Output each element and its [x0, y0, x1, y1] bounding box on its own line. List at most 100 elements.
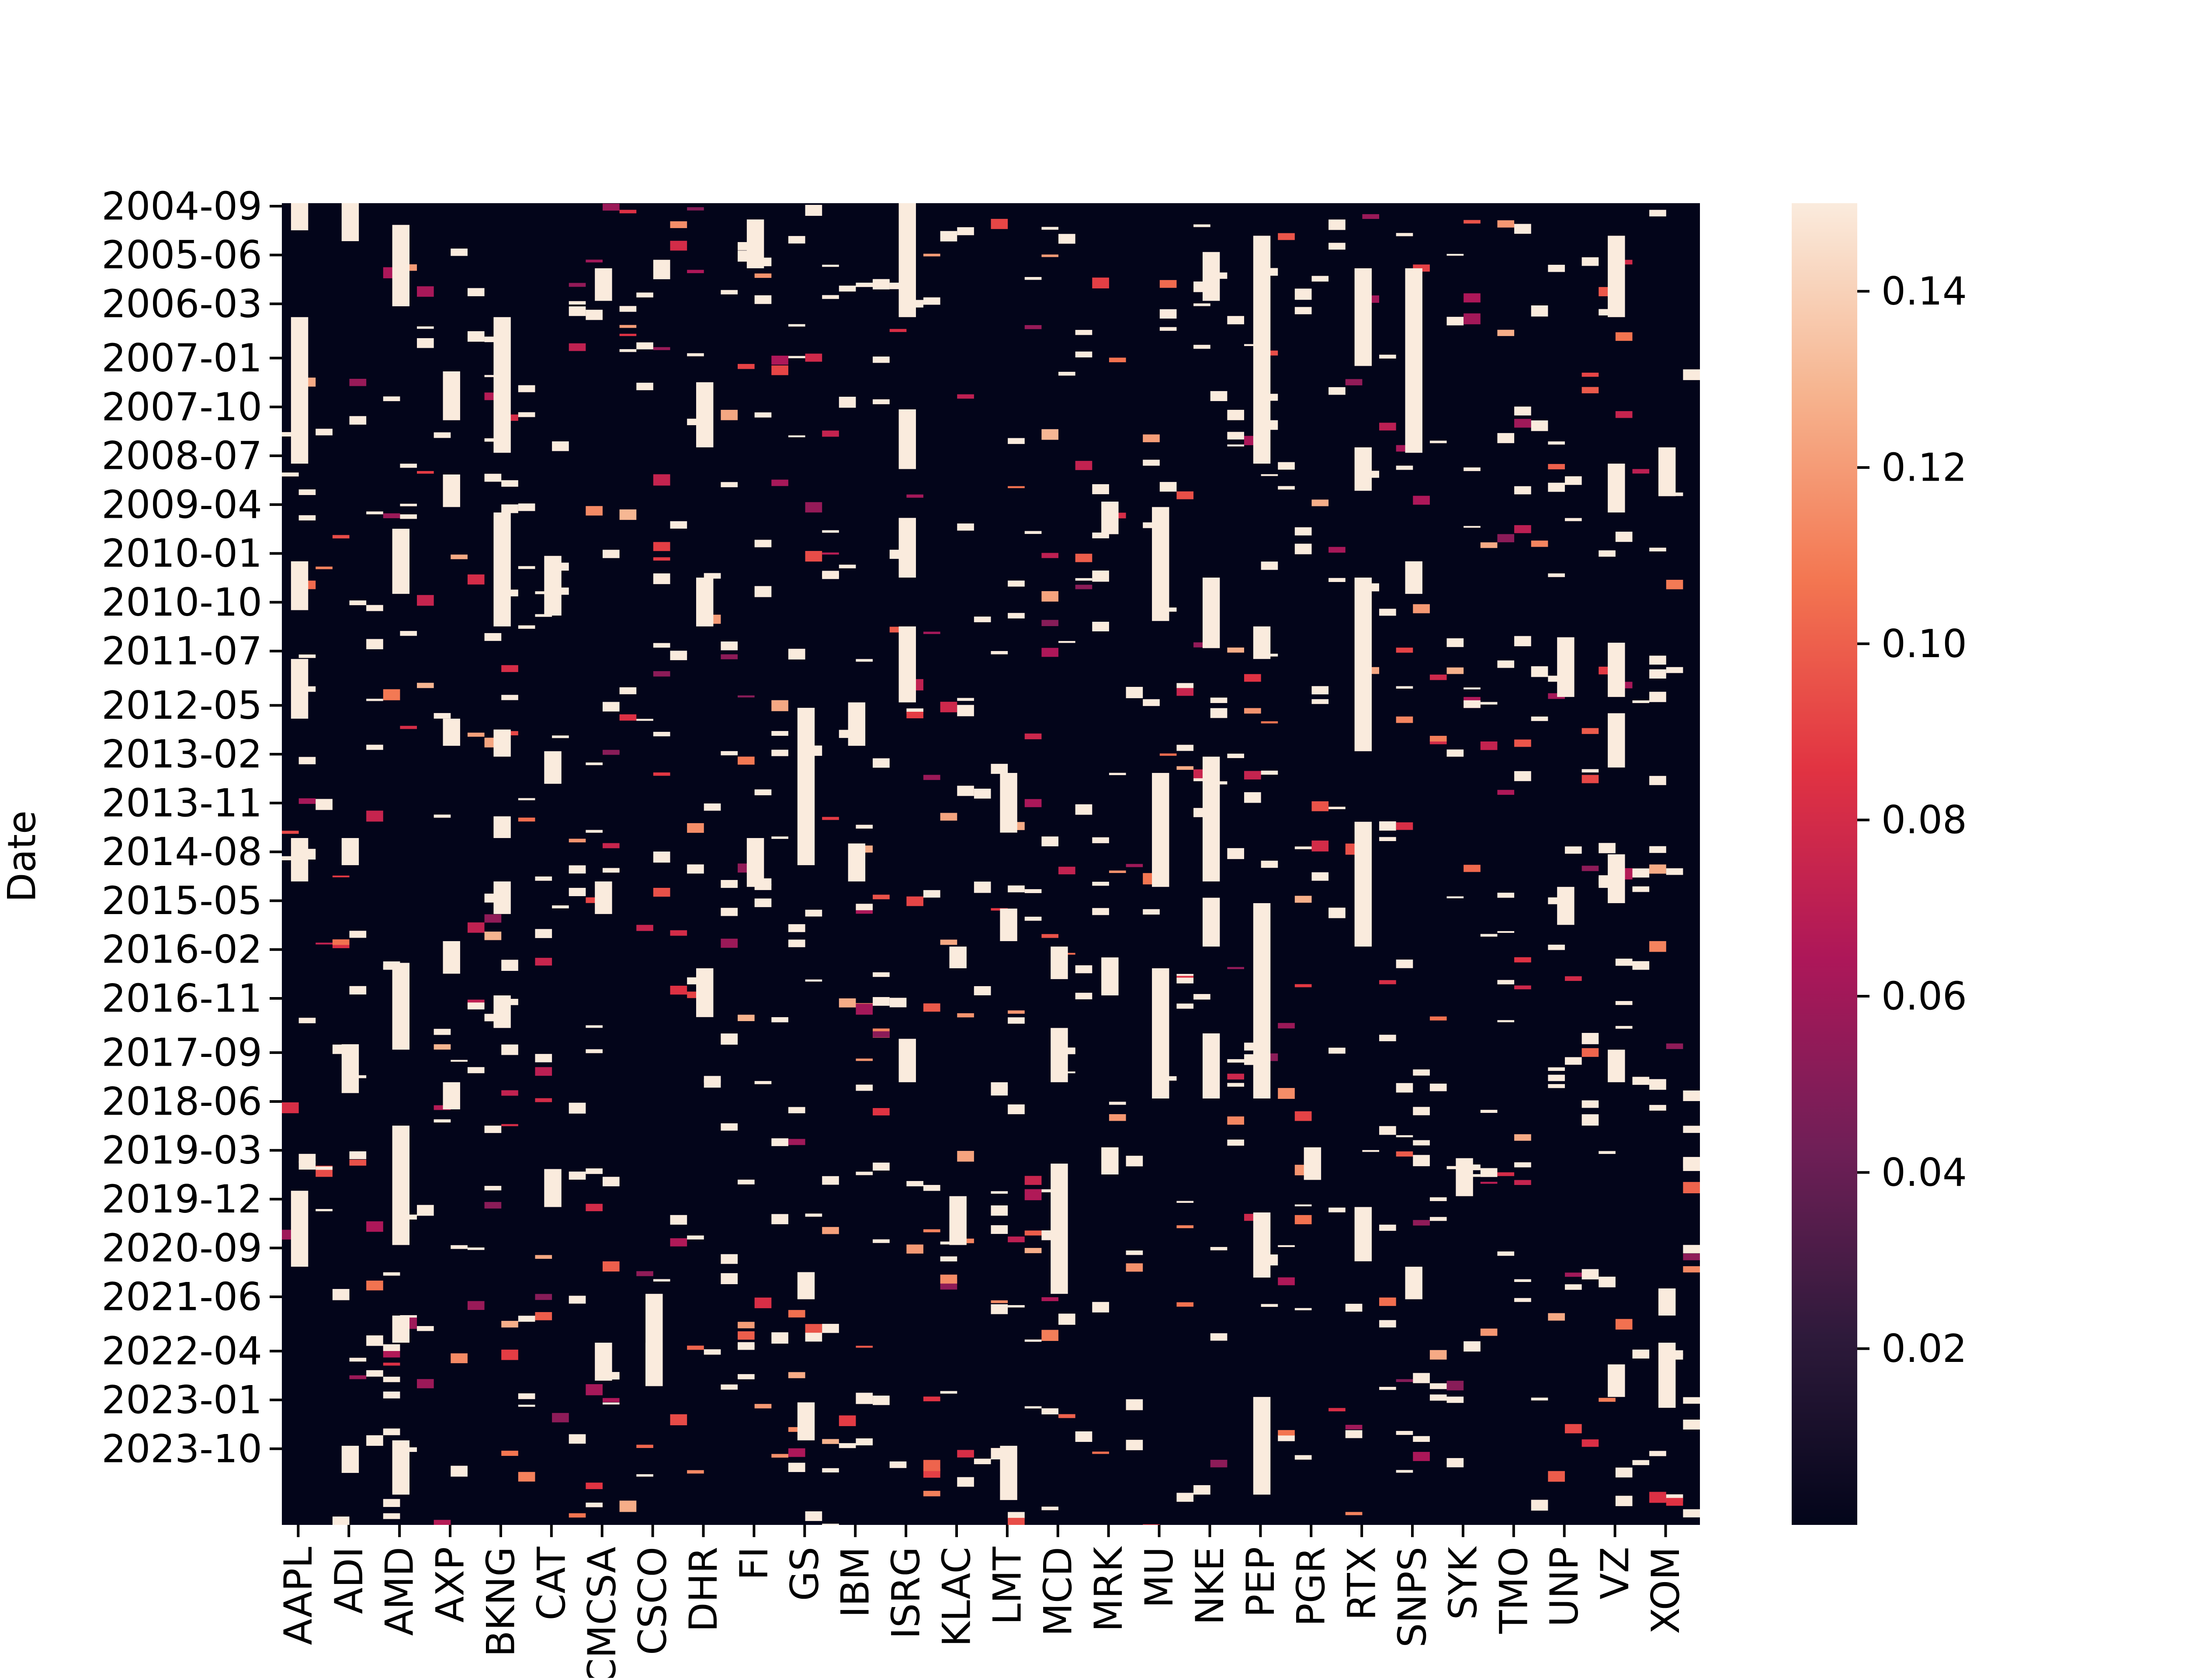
heatmap-cell: [467, 331, 485, 342]
heatmap-cell: [1464, 467, 1481, 471]
heatmap-cell: [805, 551, 822, 562]
heatmap-cell: [856, 1004, 873, 1015]
heatmap-cell: [1396, 686, 1413, 689]
x-axis: AAPL ADI AMD AXP BKNG CAT CMCSA CSCO DHR FI GS IBM I…: [276, 1525, 1688, 1680]
heatmap-cell: [1396, 1431, 1413, 1435]
heatmap-cell: [1413, 1107, 1430, 1115]
x-tick-label: SNPS: [1390, 1547, 1435, 1648]
heatmap-cell: [721, 908, 738, 916]
heatmap-cell: [569, 838, 586, 842]
heatmap-cell: [619, 325, 637, 328]
heatmap-cell: [1024, 799, 1042, 807]
heatmap-cell: [1328, 242, 1346, 250]
heatmap-cell: [1294, 544, 1312, 554]
heatmap-cell: [535, 1067, 552, 1076]
y-tick-label: 2013-11: [101, 780, 262, 825]
x-tick-label: SYK: [1440, 1546, 1485, 1620]
heatmap-cell: [1514, 1134, 1531, 1141]
heatmap-cell: [1683, 1245, 1700, 1254]
heatmap-cell: [889, 998, 907, 1008]
heatmap-cell: [484, 1126, 502, 1133]
heatmap-highlight-cell: [696, 382, 714, 447]
heatmap-cell: [1024, 889, 1042, 894]
heatmap-cell: [1446, 1381, 1464, 1391]
heatmap-cell: [1075, 1431, 1092, 1440]
heatmap-cell: [822, 1524, 839, 1525]
heatmap-highlight-cell: [1658, 1288, 1676, 1316]
heatmap-cell: [721, 939, 738, 948]
heatmap-cell: [501, 1044, 518, 1055]
heatmap-cell: [1143, 1524, 1160, 1525]
heatmap-cell: [569, 888, 586, 897]
heatmap-cell: [1227, 1074, 1244, 1080]
heatmap-cell: [991, 764, 1008, 774]
heatmap-cell: [434, 1119, 451, 1122]
heatmap-highlight-cell: [1354, 447, 1372, 491]
heatmap-cell: [1396, 1379, 1413, 1382]
heatmap-cell: [1582, 1048, 1599, 1057]
heatmap-cell: [1058, 641, 1075, 643]
heatmap-cell: [1480, 1110, 1498, 1113]
heatmap-cell: [1008, 885, 1025, 893]
heatmap-cell: [1311, 499, 1329, 506]
heatmap-cell: [1176, 1003, 1194, 1006]
heatmap-cell: [1075, 461, 1092, 470]
heatmap-cell: [822, 817, 839, 820]
heatmap-cell: [586, 260, 603, 263]
heatmap-cell: [1126, 864, 1143, 867]
heatmap-highlight-cell: [392, 963, 410, 1050]
heatmap-cell: [1092, 484, 1109, 495]
heatmap-highlight-cell: [341, 203, 359, 241]
heatmap-cell: [721, 1123, 738, 1131]
heatmap-cell: [1666, 1498, 1683, 1506]
heatmap-cell: [1024, 1176, 1042, 1185]
heatmap-cell: [1615, 531, 1633, 542]
heatmap-highlight-cell: [493, 995, 511, 1028]
heatmap-cell: [1294, 984, 1312, 987]
heatmap-cell: [1615, 1026, 1633, 1029]
heatmap-cell: [586, 1204, 603, 1212]
y-tick-label: 2013-02: [101, 732, 262, 777]
heatmap-cell: [1227, 444, 1244, 447]
heatmap-cell: [788, 1427, 805, 1432]
y-tick-label: 2019-03: [101, 1128, 262, 1173]
heatmap-cell: [771, 479, 788, 486]
heatmap-cell: [434, 1044, 451, 1050]
heatmap-highlight-cell: [1253, 1397, 1271, 1495]
heatmap-cell: [940, 1256, 957, 1262]
heatmap-cell: [569, 283, 586, 287]
heatmap-cell: [1311, 276, 1329, 282]
heatmap-highlight-cell: [949, 946, 967, 969]
heatmap-cell: [1041, 648, 1059, 657]
heatmap-highlight-cell: [1000, 1445, 1017, 1500]
heatmap-highlight-cell: [1608, 642, 1625, 697]
heatmap-cell: [957, 394, 974, 399]
heatmap-cell: [839, 1415, 856, 1426]
heatmap-cell: [1159, 309, 1177, 319]
heatmap-cell: [687, 207, 704, 211]
heatmap-cell: [974, 986, 991, 995]
heatmap-cell: [822, 552, 839, 555]
heatmap-cell: [349, 986, 367, 995]
heatmap-cell: [535, 958, 552, 966]
heatmap-cell: [1429, 440, 1447, 443]
heatmap-cell: [670, 1215, 687, 1225]
heatmap-cell: [1548, 482, 1565, 492]
heatmap-cell: [1632, 886, 1650, 892]
heatmap-cell: [721, 751, 738, 755]
heatmap-cell: [1531, 420, 1548, 431]
heatmap-cell: [383, 396, 400, 402]
heatmap-cell: [602, 550, 620, 558]
heatmap-cell: [1227, 753, 1244, 759]
heatmap-cell: [467, 1067, 485, 1074]
heatmap-cell: [1649, 941, 1666, 952]
heatmap-cell: [1311, 699, 1329, 704]
heatmap-cell: [1582, 1032, 1599, 1043]
heatmap-cell: [1041, 591, 1059, 602]
heatmap-cell: [1396, 465, 1413, 470]
heatmap-cell: [1024, 277, 1042, 280]
heatmap-cell: [366, 1370, 383, 1377]
heatmap-cell: [1058, 234, 1075, 244]
heatmap-cell: [906, 494, 923, 498]
heatmap-cell: [940, 1275, 957, 1284]
